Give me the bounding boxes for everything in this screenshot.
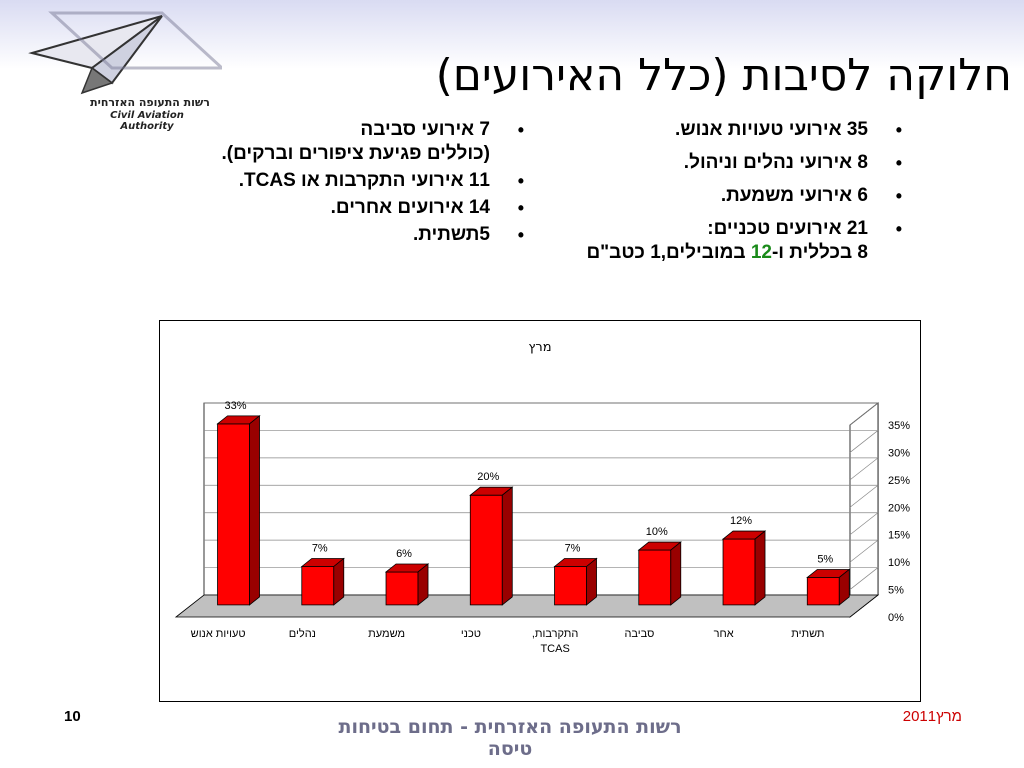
bullet-list-right: • 35 אירועי טעויות אנוש. • 8 אירועי נהלים … — [476, 118, 916, 274]
bullet-list-left: • 7 אירועי סביבה (כוללים פגיעת ציפורים ובר… — [118, 118, 538, 250]
data-label: 5% — [817, 553, 833, 565]
bullet-text: 8 אירועי נהלים וניהול. — [683, 152, 868, 173]
bar — [806, 577, 840, 606]
bar-side — [333, 557, 345, 606]
bullet-item: • 14 אירועים אחרים. — [118, 196, 538, 220]
chart-side-wall — [849, 402, 879, 618]
bar — [469, 494, 503, 606]
bullet-item: • 5תשתית. — [118, 223, 538, 247]
y-tick-label: 0% — [888, 612, 904, 624]
logo-text-hebrew: רשות התעופה האזרחית — [90, 96, 210, 109]
bullet-dot-icon: • — [517, 225, 524, 245]
bullet-dot-icon: • — [517, 198, 524, 218]
x-tick-label: TCAS — [540, 643, 569, 655]
bullet-dot-icon: • — [895, 186, 902, 206]
bar-side — [417, 563, 429, 606]
bar — [722, 538, 756, 606]
bullet-item: • 6 אירועי משמעת. — [476, 184, 916, 208]
chart-gridline-side — [849, 539, 879, 563]
x-tick-label: התקרבות, — [532, 628, 579, 640]
bar-side — [754, 530, 766, 606]
page-number: 10 — [64, 708, 81, 725]
bullet-dot-icon: • — [517, 120, 524, 140]
chart-gridline-side — [849, 512, 879, 535]
bullet-item: • 8 אירועי נהלים וניהול. — [476, 151, 916, 175]
bullet-text: 11 אירועי התקרבות או TCAS. — [238, 170, 490, 191]
data-label: 20% — [477, 471, 499, 483]
bar-chart-svg: מרץ 0% 5% 10% 15% 20% 25% 30% 35% 33% טעויות אנוש 7… — [174, 340, 910, 655]
chart-gridline-side — [849, 457, 879, 481]
chart-gridline-side — [849, 567, 879, 590]
footer-organization: רשות התעופה האזרחית - תחום בטיחות טיסה — [338, 716, 682, 760]
bar — [301, 566, 335, 606]
chart-gridline-side — [849, 485, 879, 508]
data-label: 6% — [396, 548, 412, 560]
data-label: 7% — [565, 543, 581, 555]
bullet-dot-icon: • — [517, 171, 524, 191]
bullet-subline: 8 בכללית ו-12 במובילים,1 כטב"ם — [586, 242, 868, 263]
bar — [554, 566, 587, 606]
logo-text-english: Civil Aviation Authority — [110, 110, 184, 132]
x-tick-label: טעויות אנוש — [191, 628, 246, 640]
x-tick-label: טכני — [461, 628, 481, 640]
bullet-text: 6 אירועי משמעת. — [720, 185, 868, 206]
bullet-subline: (כוללים פגיעת ציפורים וברקים). — [221, 143, 490, 164]
bullet-subline-prefix: 8 בכללית ו- — [771, 242, 868, 263]
paper-plane-icon — [28, 11, 226, 95]
bullet-text: 21 אירועים טכניים: — [707, 218, 868, 239]
footer-year: 2011 — [902, 708, 937, 725]
chart-title: מרץ — [528, 340, 551, 355]
chart-floor — [174, 594, 880, 618]
bullet-dot-icon: • — [895, 219, 902, 239]
x-tick-label: משמעת — [368, 628, 405, 640]
bar-side — [249, 415, 260, 606]
footer-date: 2011מרץ — [889, 708, 962, 725]
y-tick-label: 20% — [888, 502, 910, 514]
data-label: 33% — [225, 400, 247, 412]
chart-gridline-side — [849, 402, 879, 426]
data-label: 7% — [312, 543, 328, 555]
bar-side — [586, 557, 597, 606]
bar — [638, 549, 672, 606]
bar-side — [838, 568, 850, 606]
bullet-item: • 7 אירועי סביבה (כוללים פגיעת ציפורים ובר… — [118, 118, 538, 166]
bar — [385, 571, 419, 606]
data-label: 12% — [730, 515, 752, 527]
y-tick-label: 25% — [888, 475, 910, 487]
bullet-text: 35 אירועי טעויות אנוש. — [675, 119, 868, 140]
bullet-item: • 11 אירועי התקרבות או TCAS. — [118, 169, 538, 193]
bullet-text: 14 אירועים אחרים. — [330, 197, 490, 218]
x-tick-label: סביבה — [624, 628, 654, 640]
bar-side — [501, 486, 513, 606]
footer-month: מרץ — [936, 708, 962, 725]
bar-chart: מרץ 0% 5% 10% 15% 20% 25% 30% 35% 33% טעויות אנוש 7… — [159, 320, 921, 702]
x-tick-label: נהלים — [289, 627, 316, 640]
y-tick-label: 5% — [888, 585, 904, 597]
y-tick-label: 35% — [888, 420, 910, 432]
bar-side — [670, 541, 682, 606]
highlight-number: 12 — [750, 242, 772, 263]
bullet-subline-suffix: במובילים,1 כטב"ם — [586, 242, 751, 263]
y-tick-label: 15% — [888, 530, 910, 542]
slide-title: חלוקה לסיבות (כלל האירועים) — [435, 50, 1012, 101]
data-label: 10% — [646, 526, 668, 538]
bullet-dot-icon: • — [895, 120, 902, 140]
y-tick-label: 30% — [888, 447, 910, 459]
bullet-item: • 21 אירועים טכניים: 8 בכללית ו-12 במוביל… — [476, 217, 916, 265]
bullet-text: 7 אירועי סביבה — [360, 119, 490, 140]
bullet-item: • 35 אירועי טעויות אנוש. — [476, 118, 916, 142]
bar — [217, 423, 250, 606]
x-tick-label: אחר — [714, 628, 734, 640]
x-tick-label: תשתית — [791, 628, 824, 640]
bullet-text: 5תשתית. — [412, 224, 490, 245]
y-tick-label: 10% — [888, 557, 910, 569]
bullet-dot-icon: • — [895, 153, 902, 173]
chart-gridline-side — [849, 430, 879, 453]
